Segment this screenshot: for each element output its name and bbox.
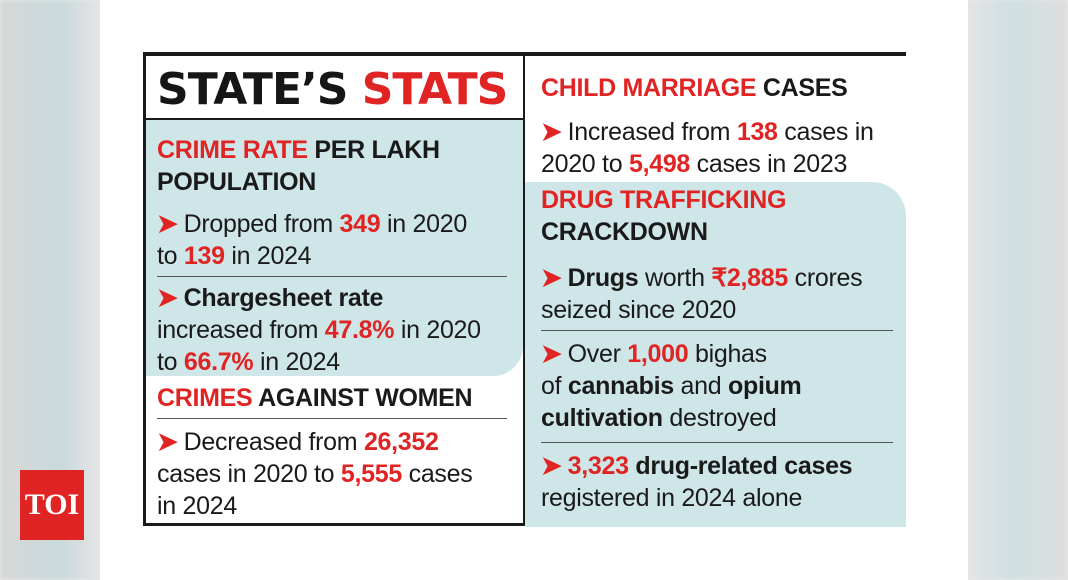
value-5498: 5,498: [628, 150, 691, 178]
text: increased from: [157, 316, 325, 344]
value-139: 139: [183, 242, 225, 270]
crime-rate-item-2: ➤ Chargesheet rate increased from 47.8% i…: [157, 282, 481, 378]
bold-text: opium: [728, 372, 802, 400]
value-3323: 3,323: [567, 452, 629, 480]
text: to: [157, 348, 184, 376]
child-heading-black: CASES: [756, 74, 848, 102]
separator: [541, 442, 893, 443]
infographic: STATE’S STATS CRIME RATE PER LAKH POPULA…: [143, 52, 906, 527]
arrow-icon: ➤: [157, 428, 178, 456]
drug-item-3: ➤ 3,323 drug-related cases registered in …: [541, 450, 853, 514]
text: Decreased from: [183, 428, 364, 456]
value-47-8: 47.8%: [324, 316, 395, 344]
toi-logo: TOI: [20, 470, 84, 540]
women-heading: CRIMES AGAINST WOMEN: [157, 382, 473, 414]
separator: [541, 330, 893, 331]
arrow-icon: ➤: [541, 340, 562, 368]
value-5555: 5,555: [340, 460, 402, 488]
bold-text: Drugs: [567, 264, 639, 292]
text: Dropped from: [183, 210, 340, 238]
left-border: [143, 56, 146, 523]
drug-heading: DRUG TRAFFICKING CRACKDOWN: [541, 184, 786, 248]
text: in 2024: [224, 242, 312, 270]
text: 2020 to: [541, 150, 629, 178]
teal-panel-right: [525, 182, 906, 527]
crime-rate-heading-red: CRIME RATE: [157, 136, 308, 164]
text: Increased from: [567, 118, 737, 146]
text: in 2024: [253, 348, 340, 376]
bold-text: cannabis: [567, 372, 674, 400]
child-heading-red: CHILD MARRIAGE: [541, 74, 757, 102]
text: cases in: [777, 118, 874, 146]
teal-panel-left: [146, 120, 523, 376]
women-item: ➤ Decreased from 26,352 cases in 2020 to …: [157, 426, 473, 522]
text: and: [673, 372, 728, 400]
text: worth: [638, 264, 712, 292]
crime-rate-heading-black: PER LAKH: [307, 136, 440, 164]
crime-rate-item-1: ➤ Dropped from 349 in 2020 to 139 in 2024: [157, 208, 467, 272]
child-marriage-heading: CHILD MARRIAGE CASES: [541, 72, 848, 104]
women-heading-black: AGAINST WOMEN: [252, 384, 473, 412]
title-rule: [146, 118, 523, 120]
value-26352: 26,352: [363, 428, 439, 456]
drug-heading-red: DRUG TRAFFICKING: [541, 186, 787, 214]
infographic-title: STATE’S STATS: [157, 62, 509, 118]
column-divider: [523, 56, 525, 523]
separator: [157, 418, 507, 419]
drug-heading-black: CRACKDOWN: [541, 218, 708, 246]
arrow-icon: ➤: [541, 452, 562, 480]
women-heading-red: CRIMES: [157, 384, 253, 412]
arrow-icon: ➤: [157, 210, 178, 238]
arrow-icon: ➤: [157, 284, 178, 312]
text: cases in 2020 to: [157, 460, 341, 488]
text: destroyed: [662, 404, 777, 432]
value-138: 138: [736, 118, 778, 146]
text: of: [541, 372, 568, 400]
bold-text: cultivation: [541, 404, 663, 432]
separator: [157, 276, 507, 277]
value-349: 349: [339, 210, 381, 238]
crime-rate-heading: CRIME RATE PER LAKH POPULATION: [157, 134, 440, 198]
text: cases in 2023: [690, 150, 848, 178]
arrow-icon: ➤: [541, 118, 562, 146]
value-1000: 1,000: [627, 340, 689, 368]
text: in 2020: [380, 210, 467, 238]
drug-item-1: ➤ Drugs worth ₹2,885 crores seized since …: [541, 262, 863, 326]
value-2885: ₹2,885: [711, 264, 788, 292]
title-black: STATE’S: [157, 64, 348, 115]
text: cases: [401, 460, 473, 488]
text: in 2024: [157, 492, 237, 520]
arrow-icon: ➤: [541, 264, 562, 292]
text: bighas: [688, 340, 767, 368]
text: in 2020: [394, 316, 481, 344]
drug-item-2: ➤ Over 1,000 bighas of cannabis and opium…: [541, 338, 802, 434]
crime-rate-heading-line2: POPULATION: [157, 168, 317, 196]
text: seized since 2020: [541, 296, 737, 324]
text: registered in 2024 alone: [541, 484, 803, 512]
text: crores: [788, 264, 863, 292]
text: Over: [567, 340, 628, 368]
bold-text: drug-related cases: [628, 452, 853, 480]
title-red: STATS: [361, 64, 509, 115]
text: to: [157, 242, 184, 270]
bold-text: Chargesheet rate: [183, 284, 384, 312]
value-66-7: 66.7%: [183, 348, 254, 376]
child-marriage-item: ➤ Increased from 138 cases in 2020 to 5,4…: [541, 116, 874, 180]
